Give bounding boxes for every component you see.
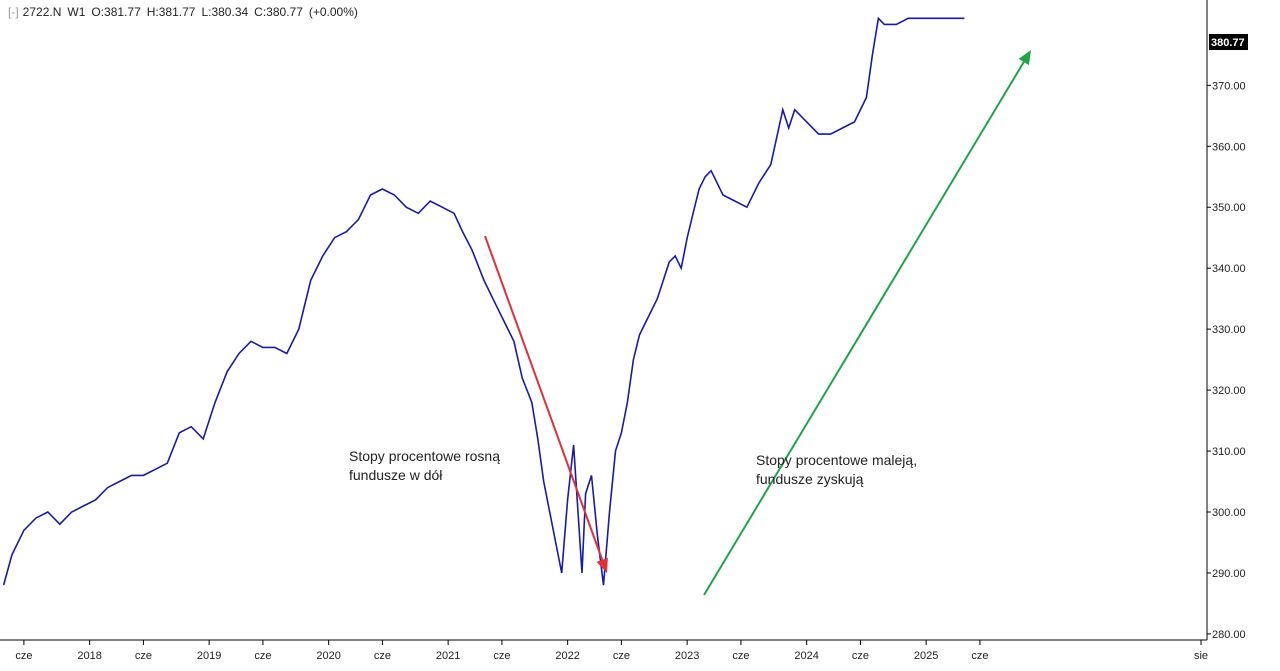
y-tick-label: 340.00 [1212,263,1246,275]
x-tick-label: 2019 [197,650,221,662]
rising-annotation-line1: Stopy procentowe maleją, [756,452,918,468]
x-tick-label: cze [852,650,869,662]
y-tick-label: 300.00 [1212,507,1246,519]
x-tick-label: sie [1194,650,1208,662]
y-tick-label: 350.00 [1212,202,1246,214]
y-tick-label: 310.00 [1212,446,1246,458]
open-value: O:381.77 [91,5,141,19]
falling-annotation: Stopy procentowe rosną fundusze w dół [349,447,500,485]
rising-rates-arrow [703,50,1031,596]
last-price-marker: 380.77 [1209,34,1248,50]
x-tick-label: cze [493,650,510,662]
low-value: L:380.34 [201,5,249,19]
rising-annotation-line2: fundusze zyskują [756,471,864,487]
interval-label: W1 [67,5,86,19]
y-tick-label: 280.00 [1212,629,1246,641]
x-tick-label: 2022 [555,650,579,662]
y-tick-label: 370.00 [1212,80,1246,92]
x-tick-label: cze [613,650,630,662]
x-tick-label: cze [135,650,152,662]
price-series-line [2,16,965,586]
chart-header: [-] 2722.N W1 O:381.77 H:381.77 L:380.34 C:380… [8,5,364,19]
x-tick-label: 2023 [675,650,699,662]
y-tick-label: 320.00 [1212,385,1246,397]
rising-annotation: Stopy procentowe maleją, fundusze zyskuj… [756,451,917,489]
x-tick-label: 2024 [794,650,818,662]
x-tick-label: cze [732,650,749,662]
x-tick-label: cze [254,650,271,662]
x-tick-label: cze [15,650,32,662]
falling-annotation-line2: fundusze w dół [349,467,443,483]
last-price-label: 380.77 [1211,37,1245,49]
x-tick-label: 2020 [316,650,340,662]
x-tick-label: 2025 [914,650,938,662]
change-value: (+0.00%) [308,5,358,19]
symbol-label: 2722.N [22,5,62,19]
x-tick-label: cze [971,650,988,662]
x-tick-label: cze [374,650,391,662]
high-value: H:381.77 [146,5,196,19]
collapse-toggle[interactable]: [-] [8,5,19,19]
y-tick-label: 330.00 [1212,324,1246,336]
y-tick-label: 360.00 [1212,141,1246,153]
y-tick-label: 290.00 [1212,568,1246,580]
x-tick-label: 2021 [436,650,460,662]
close-value: C:380.77 [254,5,303,19]
falling-annotation-line1: Stopy procentowe rosną [349,448,500,464]
falling-rates-arrow [484,235,608,573]
x-tick-label: 2018 [77,650,101,662]
